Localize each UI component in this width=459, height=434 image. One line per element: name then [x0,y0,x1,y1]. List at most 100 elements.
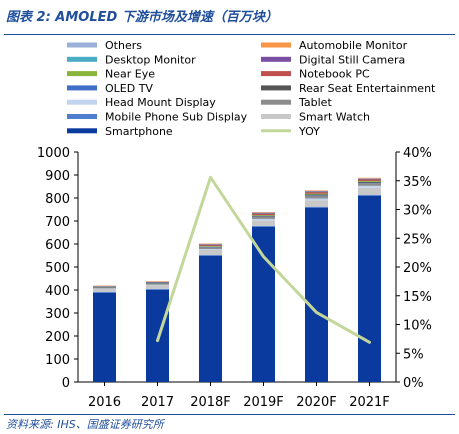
legend-label-yoy: YOY [298,125,320,138]
bar-segment-mobile-phone-sub-display-2020f [305,206,328,208]
bar-segment-tablet-2018f [199,247,222,250]
bar-segment-automobile-monitor-2019f [252,212,275,213]
chart-title: 图表 2: AMOLED 下游市场及增速（百万块） [6,10,278,25]
y-right-tick-label: 20% [403,261,432,276]
bar-segment-head-mount-display-2019f [252,218,275,221]
y-left-tick-label: 200 [45,330,70,345]
legend-swatch-automobile-monitor [261,42,291,48]
y-left-tick-label: 0 [62,376,70,391]
bar-segment-smartphone-2016 [93,292,116,382]
bar-segment-mobile-phone-sub-display-2018f [199,255,222,256]
legend-label-desktop-monitor: Desktop Monitor [105,53,196,66]
y-left-tick-label: 700 [45,215,70,230]
bar-segment-mobile-phone-sub-display-2017 [146,288,169,290]
legend-label-head-mount-display: Head Mount Display [105,96,216,109]
y-left-tick-label: 100 [45,353,70,368]
bar-segment-mobile-phone-sub-display-2019f [252,225,275,227]
bar-segment-mobile-phone-sub-display-2016 [93,291,116,293]
bar-segment-notebook-pc-2021f [358,179,381,181]
bar-segment-tablet-2021f [358,183,381,186]
bar-segment-oled-tv-2020f [305,194,328,196]
bar-segment-head-mount-display-2018f [199,249,222,250]
x-tick-label-2019f: 2019F [243,395,284,410]
bar-segment-rear-seat-entertainment-2019f [252,215,275,217]
x-tick-label-2021f: 2021F [349,395,390,410]
bar-segment-digital-still-camera-2021f [358,178,381,180]
legend-swatch-smart-watch [261,114,291,119]
bar-segment-head-mount-display-2020f [305,198,328,201]
legend-label-smart-watch: Smart Watch [299,111,370,124]
legend-swatch-rear-seat-entertainment [261,85,291,91]
y-right-tick-label: 10% [403,319,432,334]
bar-segment-near-eye-2019f [252,215,275,216]
bar-segment-tablet-2017 [146,283,169,285]
legend-label-others: Others [105,39,142,52]
bar-segment-smart-watch-2016 [93,288,116,292]
legend-label-oled-tv: OLED TV [105,82,153,95]
legend-label-smartphone: Smartphone [105,125,173,138]
y-left-tick-label: 800 [45,192,70,207]
bar-segment-notebook-pc-2018f [199,244,222,247]
x-tick-label-2020f: 2020F [296,395,337,410]
y-right-tick-label: 25% [403,232,432,247]
bar-segment-smartphone-2021f [358,195,381,382]
bar-segment-digital-still-camera-2020f [305,191,328,192]
y-left-tick-label: 1000 [37,146,70,161]
legend-label-tablet: Tablet [298,96,332,109]
title-divider [4,34,455,35]
bar-segment-oled-tv-2016 [93,287,116,288]
bar-segment-automobile-monitor-2020f [305,190,328,192]
source-note: 资料来源: IHS、国盛证券研究所 [6,418,164,431]
bar-segment-digital-still-camera-2019f [252,212,275,214]
bar-segment-mobile-phone-sub-display-2021f [358,194,381,196]
bar-segment-smart-watch-2021f [358,187,381,195]
bar-segment-near-eye-2018f [199,246,222,247]
legend-swatch-others [67,42,97,48]
bar-segment-tablet-2020f [305,195,328,199]
bar-segment-near-eye-2020f [305,193,328,195]
bar-segment-near-eye-2021f [358,180,381,182]
bar-segment-head-mount-display-2017 [146,284,169,286]
legend-swatch-smartphone [67,128,97,134]
bar-segment-automobile-monitor-2021f [358,177,381,179]
bar-segment-near-eye-2017 [146,282,169,284]
bar-segment-oled-tv-2018f [199,246,222,248]
bar-segment-automobile-monitor-2016 [93,285,116,287]
bar-segment-others-2021f [358,178,381,179]
legend-label-rear-seat-entertainment: Rear Seat Entertainment [299,82,436,95]
y-left-tick-label: 300 [45,307,70,322]
legend-swatch-head-mount-display [67,99,97,105]
y-left-tick-label: 900 [45,169,70,184]
legend-label-mobile-phone-sub-display: Mobile Phone Sub Display [105,111,248,124]
bar-segment-smartphone-2018f [199,255,222,382]
legend-swatch-tablet [261,99,291,105]
bar-segment-oled-tv-2021f [358,182,381,184]
bar-segment-rear-seat-entertainment-2020f [305,194,328,196]
y-right-tick-label: 35% [403,175,432,190]
bar-segment-tablet-2016 [93,287,116,289]
y-right-tick-label: 30% [403,204,432,219]
x-tick-label-2017: 2017 [141,395,174,410]
y-left-tick-label: 500 [45,261,70,276]
bar-segment-others-2020f [305,190,328,192]
legend-label-automobile-monitor: Automobile Monitor [299,39,408,52]
bar-segment-smart-watch-2019f [252,220,275,226]
bar-segment-smart-watch-2017 [146,285,169,289]
legend-label-notebook-pc: Notebook PC [299,68,370,81]
legend-swatch-digital-still-camera [261,56,291,62]
legend-swatch-notebook-pc [261,71,291,77]
bar-segment-rear-seat-entertainment-2021f [358,181,381,183]
bar-segment-head-mount-display-2021f [358,185,381,188]
bar-segment-automobile-monitor-2017 [146,281,169,282]
y-left-tick-label: 600 [45,238,70,253]
bar-segment-tablet-2019f [252,216,275,219]
bar-segment-notebook-pc-2019f [252,213,275,216]
y-right-tick-label: 40% [403,146,432,161]
bar-segment-others-2019f [252,212,275,214]
bar-segment-digital-still-camera-2017 [146,281,169,283]
x-tick-label-2018f: 2018F [190,395,231,410]
bar-segment-notebook-pc-2020f [305,192,328,194]
legend-swatch-desktop-monitor [67,56,97,62]
source-divider [4,414,455,415]
